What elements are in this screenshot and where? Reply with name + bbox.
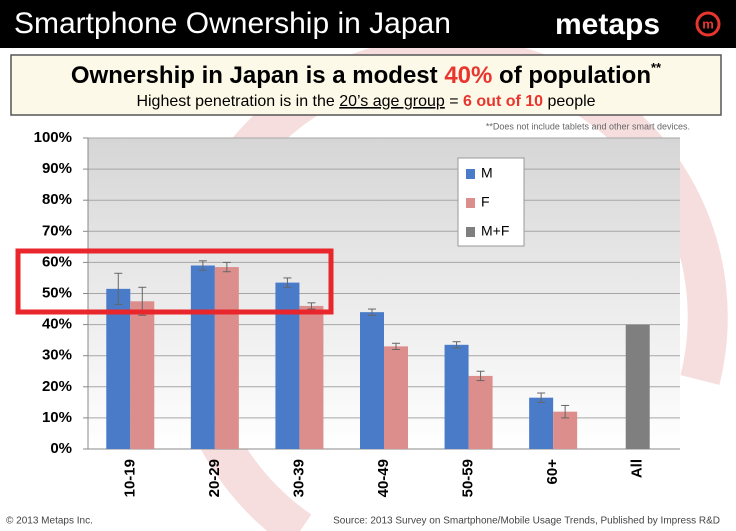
bar xyxy=(468,375,493,449)
legend-label: M xyxy=(481,165,493,181)
logo: metaps xyxy=(555,8,660,41)
sub-highlight: 6 out of 10 xyxy=(463,93,543,110)
header-bar xyxy=(0,0,736,48)
legend-swatch xyxy=(466,227,475,237)
bar xyxy=(214,267,239,449)
x-tick-label: 10-19 xyxy=(121,459,138,497)
error-bar xyxy=(307,302,316,310)
headline-highlight: 40% xyxy=(444,62,492,89)
y-tick-label: 20% xyxy=(42,378,72,395)
y-tick-label: 90% xyxy=(42,160,72,177)
note: **Does not include tablets and other sma… xyxy=(486,121,690,131)
bar xyxy=(130,301,155,449)
error-bar xyxy=(198,260,207,271)
sub-part: Highest penetration is in the xyxy=(136,93,339,110)
error-bar xyxy=(114,272,123,305)
x-tick-label: 50-59 xyxy=(460,459,477,497)
headline-sub: Highest penetration is in the 20’s age g… xyxy=(136,93,595,110)
y-tick-label: 0% xyxy=(50,440,72,457)
y-tick-label: 40% xyxy=(42,316,72,333)
bar xyxy=(106,288,131,449)
error-bar xyxy=(476,370,485,382)
legend-label: M+F xyxy=(481,223,509,239)
error-bar xyxy=(537,392,546,403)
sub-part: people xyxy=(543,93,596,110)
error-bar xyxy=(222,261,231,273)
sub-part: = xyxy=(445,93,463,110)
highlight-box xyxy=(15,248,334,315)
bar xyxy=(444,344,469,449)
x-tick-label: All xyxy=(629,459,646,478)
error-bar xyxy=(368,308,376,316)
x-tick-label: 60+ xyxy=(544,459,561,485)
bar xyxy=(275,282,300,449)
x-tick-label: 30-39 xyxy=(290,459,307,497)
y-tick-label: 10% xyxy=(42,409,72,426)
bar xyxy=(190,265,215,449)
legend-swatch xyxy=(466,198,475,208)
logo-icon-letter: m xyxy=(702,16,714,31)
y-tick-label: 70% xyxy=(42,222,72,239)
y-tick-label: 50% xyxy=(42,284,72,301)
x-tick-label: 40-49 xyxy=(375,459,392,497)
bar xyxy=(299,305,324,449)
y-tick-label: 30% xyxy=(42,347,72,364)
x-tick-label: 20-29 xyxy=(206,459,223,497)
bar xyxy=(384,346,408,449)
error-bar xyxy=(561,404,570,419)
error-bar xyxy=(283,277,292,288)
source: Source: 2013 Survey on Smartphone/Mobile… xyxy=(333,516,720,527)
y-tick-label: 100% xyxy=(34,129,72,146)
copyright: © 2013 Metaps Inc. xyxy=(6,516,93,527)
headline-mark: ** xyxy=(651,60,662,75)
chart: 0% 10% 20% 30% 40% 50% 60% 70% 80% 90% 100% 10-19 20… xyxy=(34,129,680,497)
y-tick-label: 80% xyxy=(42,191,72,208)
headline-part: of population xyxy=(492,62,651,89)
legend-swatch xyxy=(466,169,475,179)
logo-icon xyxy=(695,11,721,37)
headline: Ownership in Japan is a modest 40% of po… xyxy=(71,60,662,89)
headline-box xyxy=(10,54,722,116)
bar xyxy=(625,324,650,449)
legend-label: F xyxy=(481,194,490,210)
y-tick-label: 60% xyxy=(42,253,72,270)
header-title: Smartphone Ownership in Japan xyxy=(14,7,451,40)
headline-part: Ownership in Japan is a modest xyxy=(71,62,444,89)
error-bar xyxy=(392,342,400,350)
sub-part: 20’s age group xyxy=(339,93,445,110)
bar xyxy=(529,397,554,449)
error-bar xyxy=(452,341,461,349)
bar xyxy=(360,312,384,449)
